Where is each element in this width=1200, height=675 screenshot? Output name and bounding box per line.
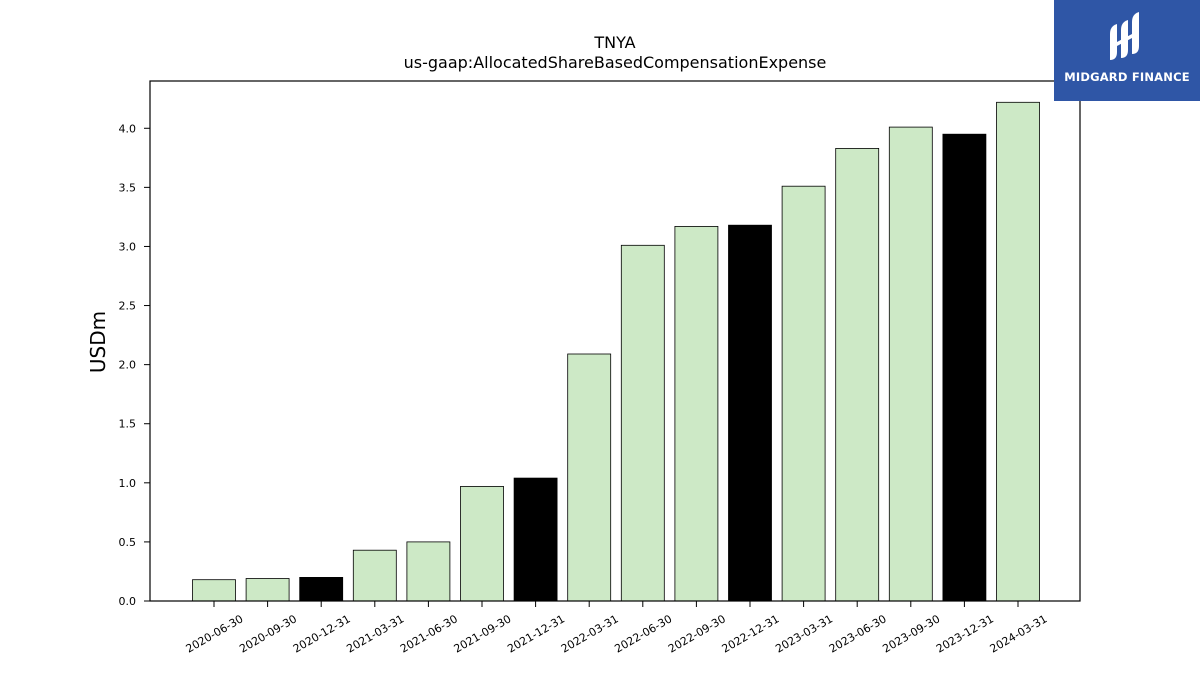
x-tick-label: 2021-09-30 [452, 612, 514, 655]
x-tick-label: 2021-12-31 [505, 612, 567, 655]
x-tick-label: 2022-12-31 [720, 612, 782, 655]
y-tick-label: 1.5 [119, 418, 137, 431]
logo-text: MIDGARD FINANCE [1064, 70, 1190, 84]
y-axis-label: USDm [86, 311, 110, 373]
bar-2020-12-31 [299, 577, 344, 602]
x-tick-label: 2024-03-31 [988, 612, 1050, 655]
bar-2021-12-31 [513, 477, 558, 602]
x-tick-label: 2021-03-31 [344, 612, 406, 655]
y-tick-label: 2.5 [119, 300, 137, 313]
plot-frame [149, 80, 1081, 602]
y-tick-label: 3.0 [119, 240, 137, 253]
bar-2022-06-30 [620, 244, 665, 602]
y-tick-label: 4.0 [119, 122, 137, 135]
bar-2021-06-30 [406, 541, 451, 602]
y-tick-label: 0.0 [119, 595, 137, 608]
chart-title: TNYA [593, 33, 635, 52]
y-tick-label: 3.5 [119, 181, 137, 194]
midgard-logo-icon [1110, 12, 1139, 60]
x-tick-label: 2023-03-31 [773, 612, 835, 655]
x-tick-label: 2022-09-30 [666, 612, 728, 655]
y-tick-label: 1.0 [119, 477, 137, 490]
x-tick-label: 2022-03-31 [559, 612, 621, 655]
bar-2023-12-31 [942, 133, 987, 602]
x-tick-label: 2023-09-30 [880, 612, 942, 655]
x-tick-label: 2022-06-30 [612, 612, 674, 655]
x-tick-label: 2023-12-31 [934, 612, 996, 655]
x-tick-label: 2021-06-30 [398, 612, 460, 655]
bar-2020-09-30 [245, 578, 290, 602]
chart-subtitle: us-gaap:AllocatedShareBasedCompensationE… [404, 53, 827, 72]
bar-2022-03-31 [567, 353, 612, 602]
bar-2020-06-30 [192, 579, 236, 602]
x-tick-label: 2020-09-30 [237, 612, 299, 655]
bar-2023-09-30 [888, 126, 933, 602]
bar-2023-03-31 [781, 185, 826, 602]
bar-2024-03-31 [996, 101, 1040, 602]
x-tick-label: 2023-06-30 [827, 612, 889, 655]
y-tick-label: 2.0 [119, 359, 137, 372]
y-tick-label: 0.5 [119, 536, 137, 549]
x-tick-label: 2020-06-30 [184, 612, 246, 655]
bar-2021-09-30 [460, 485, 504, 602]
midgard-finance-logo: MIDGARD FINANCE [1054, 0, 1200, 101]
bar-2022-12-31 [728, 224, 772, 602]
bar-2023-06-30 [835, 147, 880, 602]
bar-2022-09-30 [674, 225, 719, 602]
bar-2021-03-31 [352, 549, 397, 602]
x-tick-label: 2020-12-31 [291, 612, 353, 655]
